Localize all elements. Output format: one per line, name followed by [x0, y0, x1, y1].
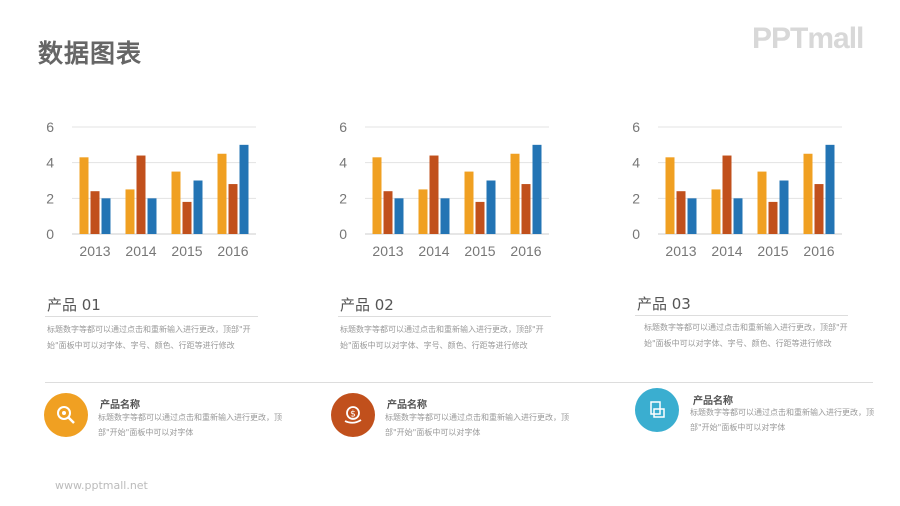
svg-text:$: $	[350, 410, 356, 420]
x-tick-label: 2015	[171, 243, 202, 259]
x-tick-label: 2015	[757, 243, 788, 259]
panel-desc-1: 标题数字等都可以通过点击和重新输入进行更改，顶部"开始"面板中可以对字体、字号、…	[47, 325, 251, 350]
y-tick-label: 4	[339, 155, 347, 171]
bar-2016-series-2	[521, 184, 531, 234]
footer-url: www.pptmall.net	[55, 479, 148, 492]
y-tick-label: 2	[339, 190, 347, 206]
bar-chart-2: 0 2 4 6 2013 2014 2015 2016	[339, 119, 549, 259]
bar-2016-series-3	[825, 144, 835, 234]
bar-2013-series-1	[665, 157, 675, 234]
bar-2014-series-2	[429, 155, 439, 234]
item-title-3: 产品名称	[693, 396, 733, 407]
divider	[45, 382, 873, 383]
panel-underline	[338, 316, 551, 317]
panel-underline	[45, 316, 258, 317]
x-tick-label: 2014	[418, 243, 449, 259]
y-tick-label: 6	[632, 119, 640, 135]
y-tick-label: 0	[632, 226, 640, 242]
x-tick-label: 2016	[217, 243, 248, 259]
bar-2013-series-1	[79, 157, 89, 234]
item-title-2: 产品名称	[387, 400, 427, 411]
x-tick-label: 2016	[510, 243, 541, 259]
y-tick-label: 0	[339, 226, 347, 242]
bar-2014-series-2	[136, 155, 146, 234]
y-tick-label: 2	[632, 190, 640, 206]
bar-2016-series-1	[217, 153, 227, 234]
magnifier-gear-icon	[44, 393, 88, 437]
bar-2016-series-2	[228, 184, 238, 234]
y-tick-label: 4	[632, 155, 640, 171]
bar-2015-series-3	[486, 180, 496, 234]
bar-2014-series-1	[711, 189, 721, 234]
bar-2013-series-3	[394, 198, 404, 234]
bar-2014-series-3	[147, 198, 157, 234]
bar-2015-series-1	[464, 171, 474, 234]
panel-title-2: 产品 02	[340, 296, 394, 314]
y-tick-label: 6	[46, 119, 54, 135]
bar-2016-series-1	[510, 153, 520, 234]
x-tick-label: 2016	[803, 243, 834, 259]
bar-chart-3: 0 2 4 6 2013 2014 2015 2016	[632, 119, 842, 259]
y-tick-label: 6	[339, 119, 347, 135]
bar-2014-series-2	[722, 155, 732, 234]
bar-2016-series-2	[814, 184, 824, 234]
bar-2014-series-1	[125, 189, 135, 234]
panel-desc-3: 标题数字等都可以通过点击和重新输入进行更改，顶部"开始"面板中可以对字体、字号、…	[644, 323, 848, 348]
x-tick-label: 2015	[464, 243, 495, 259]
page-title: 数据图表	[38, 39, 143, 68]
y-tick-label: 4	[46, 155, 54, 171]
item-desc-3: 标题数字等都可以通过点击和重新输入进行更改，顶部"开始"面板中可以对字体	[690, 408, 874, 432]
bar-2013-series-2	[676, 191, 686, 234]
bar-2014-series-3	[733, 198, 743, 234]
x-tick-label: 2013	[372, 243, 403, 259]
panel-underline	[635, 315, 848, 316]
money-hand-icon: $	[331, 393, 375, 437]
bar-2015-series-2	[182, 201, 192, 234]
bar-2015-series-3	[193, 180, 203, 234]
bar-2015-series-1	[171, 171, 181, 234]
bar-2013-series-2	[383, 191, 393, 234]
item-title-1: 产品名称	[100, 400, 140, 411]
bar-2014-series-3	[440, 198, 450, 234]
bar-2013-series-1	[372, 157, 382, 234]
bar-2015-series-1	[757, 171, 767, 234]
y-tick-label: 0	[46, 226, 54, 242]
y-tick-label: 2	[46, 190, 54, 206]
document-folder-icon	[635, 388, 679, 432]
bar-2016-series-3	[239, 144, 249, 234]
panel-title-3: 产品 03	[637, 295, 691, 313]
x-tick-label: 2014	[125, 243, 156, 259]
bar-2015-series-3	[779, 180, 789, 234]
bar-2014-series-1	[418, 189, 428, 234]
logo: PPTmall	[752, 22, 864, 55]
bar-2013-series-3	[687, 198, 697, 234]
panel-desc-2: 标题数字等都可以通过点击和重新输入进行更改，顶部"开始"面板中可以对字体、字号、…	[340, 325, 544, 350]
x-tick-label: 2013	[79, 243, 110, 259]
item-desc-1: 标题数字等都可以通过点击和重新输入进行更改，顶部"开始"面板中可以对字体	[98, 413, 282, 437]
bar-2015-series-2	[475, 201, 485, 234]
bar-2015-series-2	[768, 201, 778, 234]
bar-2013-series-3	[101, 198, 111, 234]
bar-2013-series-2	[90, 191, 100, 234]
panel-title-1: 产品 01	[47, 296, 101, 314]
bar-chart-1: 0 2 4 6 2013 2014 2015 2016	[46, 119, 256, 259]
bar-2016-series-3	[532, 144, 542, 234]
item-desc-2: 标题数字等都可以通过点击和重新输入进行更改，顶部"开始"面板中可以对字体	[385, 413, 569, 437]
x-tick-label: 2013	[665, 243, 696, 259]
bar-2016-series-1	[803, 153, 813, 234]
x-tick-label: 2014	[711, 243, 742, 259]
